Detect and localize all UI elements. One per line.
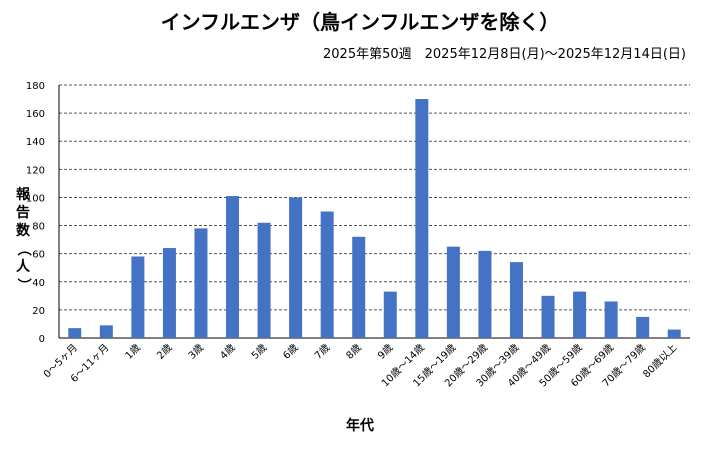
chart-subtitle: 2025年第50週 2025年12月8日(月)～2025年12月14日(日) — [323, 47, 686, 62]
y-axis-label: 報告数（人） — [15, 187, 31, 292]
bar — [383, 291, 397, 338]
y-tick-label: 20 — [32, 306, 45, 317]
y-tick-label: 140 — [26, 137, 45, 148]
x-tick-label: 8歳 — [344, 342, 364, 362]
y-tick-label: 60 — [32, 250, 45, 261]
bar — [257, 222, 271, 338]
bar — [636, 316, 650, 338]
y-tick-label: 120 — [26, 165, 45, 176]
x-tick-label: 4歳 — [218, 342, 238, 362]
y-tick-label: 0 — [39, 334, 45, 345]
bar — [352, 236, 366, 338]
bar — [667, 329, 681, 338]
bar — [68, 328, 82, 338]
bar — [162, 248, 176, 338]
x-tick-label: 80歳以上 — [641, 342, 680, 381]
y-tick-label: 40 — [32, 278, 45, 289]
x-tick-label: 3歳 — [186, 342, 206, 362]
bar — [604, 301, 618, 338]
x-tick-label: 6歳 — [281, 342, 301, 362]
bar — [320, 211, 334, 338]
x-tick-label: 7歳 — [312, 342, 332, 362]
y-tick-label: 180 — [26, 81, 45, 92]
y-tick-label: 160 — [26, 109, 45, 120]
bar — [573, 291, 587, 338]
bar — [226, 196, 240, 338]
chart-title: インフルエンザ（鳥インフルエンザを除く） — [160, 10, 560, 34]
bar — [446, 246, 460, 338]
bar — [478, 250, 492, 338]
bar — [194, 228, 208, 338]
bar — [541, 295, 555, 338]
x-tick-label: 1歳 — [123, 342, 143, 362]
x-tick-label: 2歳 — [154, 342, 174, 362]
bar — [131, 256, 145, 338]
bar — [509, 262, 523, 338]
y-tick-label: 100 — [26, 193, 45, 204]
bar — [415, 99, 429, 338]
x-axis-label: 年代 — [346, 418, 374, 434]
bar — [99, 325, 113, 338]
x-tick-label: 5歳 — [249, 342, 269, 362]
bar — [289, 197, 303, 338]
x-tick-label: 9歳 — [375, 342, 395, 362]
y-tick-label: 80 — [32, 222, 45, 233]
